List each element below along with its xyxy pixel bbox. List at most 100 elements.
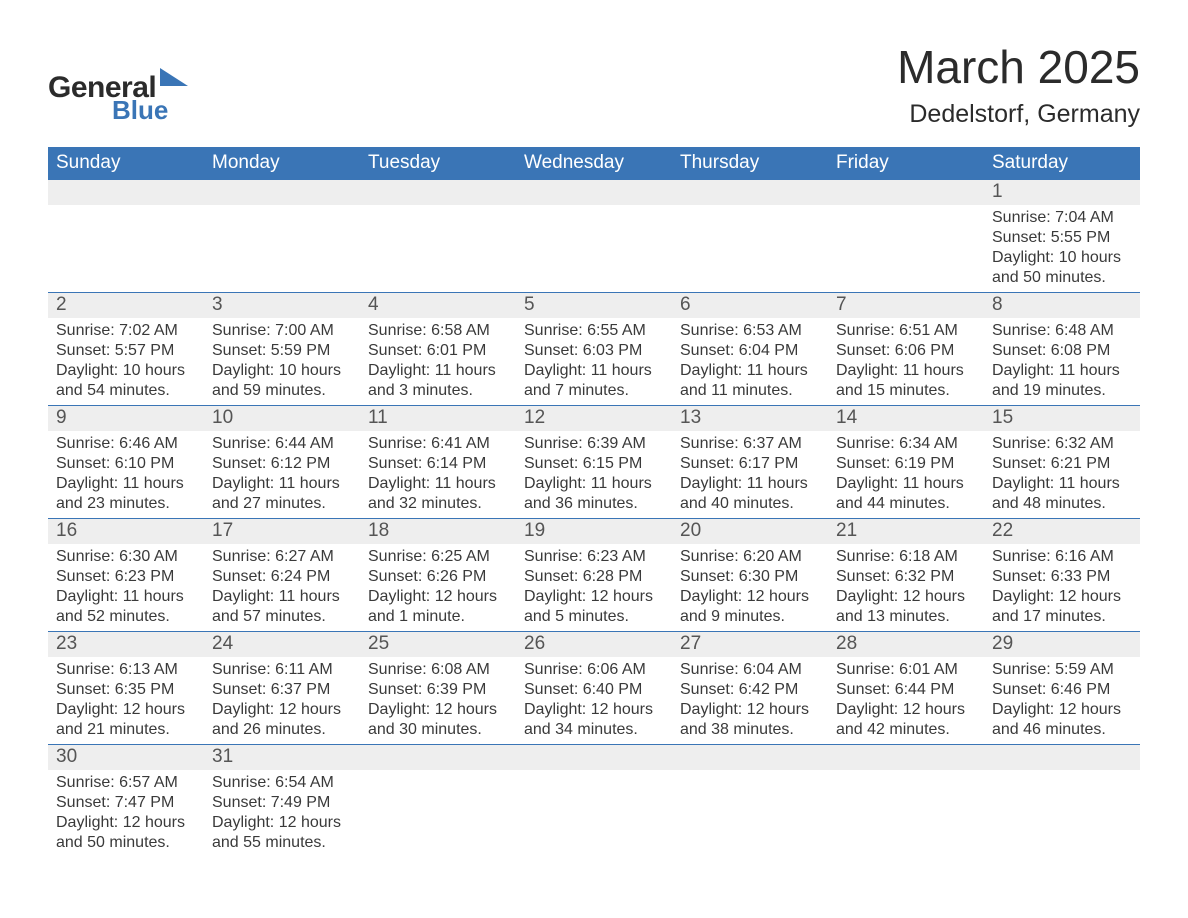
daylight-line: Daylight: 12 hours and 42 minutes.: [836, 700, 976, 740]
sunrise-line: Sunrise: 6:13 AM: [56, 660, 196, 680]
day-number: 26: [516, 632, 672, 657]
sunrise-line: Sunrise: 5:59 AM: [992, 660, 1132, 680]
day-number-empty: [984, 745, 1140, 770]
calendar-cell-empty: [204, 180, 360, 293]
sunrise-line: Sunrise: 6:25 AM: [368, 547, 508, 567]
logo-triangle-icon: [160, 68, 188, 86]
sunrise-line: Sunrise: 6:08 AM: [368, 660, 508, 680]
sunset-line: Sunset: 6:33 PM: [992, 567, 1132, 587]
day-number-empty: [672, 745, 828, 770]
daylight-line: Daylight: 12 hours and 46 minutes.: [992, 700, 1132, 740]
calendar-cell: 12Sunrise: 6:39 AMSunset: 6:15 PMDayligh…: [516, 406, 672, 519]
day-number: 20: [672, 519, 828, 544]
sunrise-line: Sunrise: 6:39 AM: [524, 434, 664, 454]
calendar-cell-empty: [672, 745, 828, 858]
sunrise-line: Sunrise: 6:37 AM: [680, 434, 820, 454]
sunrise-line: Sunrise: 7:00 AM: [212, 321, 352, 341]
day-number: 27: [672, 632, 828, 657]
sunset-line: Sunset: 7:49 PM: [212, 793, 352, 813]
sunrise-line: Sunrise: 6:30 AM: [56, 547, 196, 567]
day-number: 30: [48, 745, 204, 770]
day-body-empty: [360, 770, 516, 852]
calendar-cell: 3Sunrise: 7:00 AMSunset: 5:59 PMDaylight…: [204, 293, 360, 406]
day-body-empty: [516, 770, 672, 852]
day-body: Sunrise: 6:08 AMSunset: 6:39 PMDaylight:…: [360, 657, 516, 744]
calendar-cell: 18Sunrise: 6:25 AMSunset: 6:26 PMDayligh…: [360, 519, 516, 632]
calendar-cell: 16Sunrise: 6:30 AMSunset: 6:23 PMDayligh…: [48, 519, 204, 632]
day-body: Sunrise: 6:30 AMSunset: 6:23 PMDaylight:…: [48, 544, 204, 631]
daylight-line: Daylight: 10 hours and 59 minutes.: [212, 361, 352, 401]
calendar-cell: 2Sunrise: 7:02 AMSunset: 5:57 PMDaylight…: [48, 293, 204, 406]
calendar-cell: 8Sunrise: 6:48 AMSunset: 6:08 PMDaylight…: [984, 293, 1140, 406]
day-body-empty: [672, 205, 828, 287]
day-number: 21: [828, 519, 984, 544]
calendar-table: Sunday Monday Tuesday Wednesday Thursday…: [48, 147, 1140, 857]
logo-text: General Blue: [48, 74, 168, 122]
day-number: 9: [48, 406, 204, 431]
logo-blue: Blue: [112, 99, 168, 122]
day-body: Sunrise: 6:01 AMSunset: 6:44 PMDaylight:…: [828, 657, 984, 744]
day-body: Sunrise: 5:59 AMSunset: 6:46 PMDaylight:…: [984, 657, 1140, 744]
daylight-line: Daylight: 12 hours and 17 minutes.: [992, 587, 1132, 627]
day-body: Sunrise: 6:44 AMSunset: 6:12 PMDaylight:…: [204, 431, 360, 518]
sunset-line: Sunset: 6:12 PM: [212, 454, 352, 474]
calendar-cell: 20Sunrise: 6:20 AMSunset: 6:30 PMDayligh…: [672, 519, 828, 632]
weekday-header: Thursday: [672, 147, 828, 180]
calendar-cell-empty: [828, 745, 984, 858]
sunset-line: Sunset: 6:24 PM: [212, 567, 352, 587]
sunrise-line: Sunrise: 6:04 AM: [680, 660, 820, 680]
sunrise-line: Sunrise: 6:44 AM: [212, 434, 352, 454]
sunrise-line: Sunrise: 6:20 AM: [680, 547, 820, 567]
calendar-cell-empty: [516, 745, 672, 858]
calendar-cell: 21Sunrise: 6:18 AMSunset: 6:32 PMDayligh…: [828, 519, 984, 632]
daylight-line: Daylight: 11 hours and 32 minutes.: [368, 474, 508, 514]
sunset-line: Sunset: 6:03 PM: [524, 341, 664, 361]
sunset-line: Sunset: 6:14 PM: [368, 454, 508, 474]
day-body: Sunrise: 7:00 AMSunset: 5:59 PMDaylight:…: [204, 318, 360, 405]
day-number: 5: [516, 293, 672, 318]
sunset-line: Sunset: 6:37 PM: [212, 680, 352, 700]
weekday-header: Friday: [828, 147, 984, 180]
calendar-cell-empty: [360, 180, 516, 293]
calendar-body: 1Sunrise: 7:04 AMSunset: 5:55 PMDaylight…: [48, 180, 1140, 857]
day-body-empty: [204, 205, 360, 287]
daylight-line: Daylight: 11 hours and 15 minutes.: [836, 361, 976, 401]
day-body: Sunrise: 6:27 AMSunset: 6:24 PMDaylight:…: [204, 544, 360, 631]
calendar-cell: 17Sunrise: 6:27 AMSunset: 6:24 PMDayligh…: [204, 519, 360, 632]
sunrise-line: Sunrise: 6:16 AM: [992, 547, 1132, 567]
calendar-cell: 13Sunrise: 6:37 AMSunset: 6:17 PMDayligh…: [672, 406, 828, 519]
day-body-empty: [828, 770, 984, 852]
sunrise-line: Sunrise: 7:04 AM: [992, 208, 1132, 228]
day-body-empty: [360, 205, 516, 287]
day-number: 16: [48, 519, 204, 544]
day-number: 23: [48, 632, 204, 657]
page-title: March 2025: [897, 40, 1140, 94]
calendar-cell: 19Sunrise: 6:23 AMSunset: 6:28 PMDayligh…: [516, 519, 672, 632]
daylight-line: Daylight: 12 hours and 1 minute.: [368, 587, 508, 627]
sunrise-line: Sunrise: 6:55 AM: [524, 321, 664, 341]
day-body: Sunrise: 6:51 AMSunset: 6:06 PMDaylight:…: [828, 318, 984, 405]
day-body: Sunrise: 6:32 AMSunset: 6:21 PMDaylight:…: [984, 431, 1140, 518]
header: General Blue March 2025 Dedelstorf, Germ…: [48, 40, 1140, 129]
daylight-line: Daylight: 11 hours and 11 minutes.: [680, 361, 820, 401]
daylight-line: Daylight: 11 hours and 52 minutes.: [56, 587, 196, 627]
daylight-line: Daylight: 12 hours and 34 minutes.: [524, 700, 664, 740]
sunset-line: Sunset: 6:17 PM: [680, 454, 820, 474]
calendar-cell: 26Sunrise: 6:06 AMSunset: 6:40 PMDayligh…: [516, 632, 672, 745]
weekday-header: Tuesday: [360, 147, 516, 180]
day-number-empty: [516, 745, 672, 770]
day-number-empty: [672, 180, 828, 205]
calendar-cell: 11Sunrise: 6:41 AMSunset: 6:14 PMDayligh…: [360, 406, 516, 519]
daylight-line: Daylight: 12 hours and 9 minutes.: [680, 587, 820, 627]
day-number: 24: [204, 632, 360, 657]
sunrise-line: Sunrise: 6:34 AM: [836, 434, 976, 454]
daylight-line: Daylight: 12 hours and 38 minutes.: [680, 700, 820, 740]
day-number: 3: [204, 293, 360, 318]
sunset-line: Sunset: 6:44 PM: [836, 680, 976, 700]
day-body: Sunrise: 6:04 AMSunset: 6:42 PMDaylight:…: [672, 657, 828, 744]
sunset-line: Sunset: 5:59 PM: [212, 341, 352, 361]
sunset-line: Sunset: 6:40 PM: [524, 680, 664, 700]
sunset-line: Sunset: 6:19 PM: [836, 454, 976, 474]
calendar-cell-empty: [672, 180, 828, 293]
sunset-line: Sunset: 6:26 PM: [368, 567, 508, 587]
